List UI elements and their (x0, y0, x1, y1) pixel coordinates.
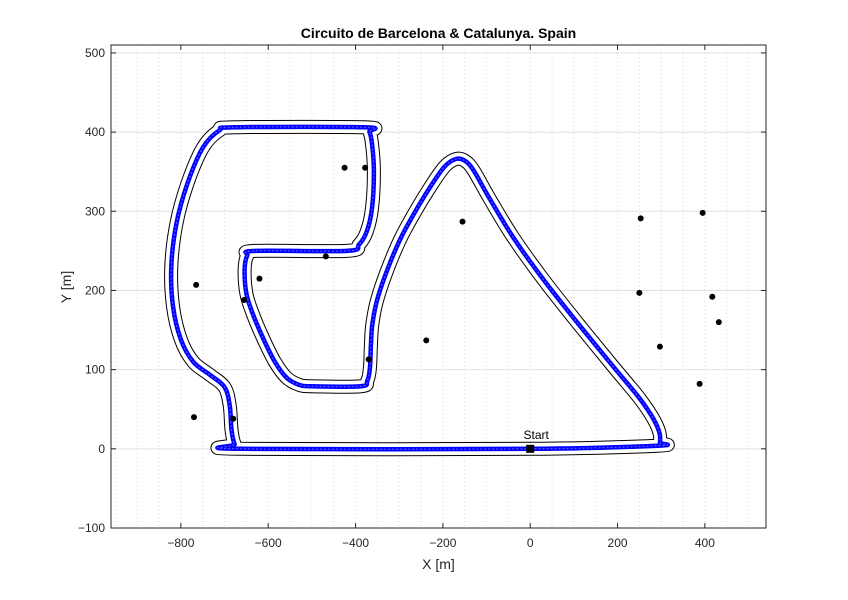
axes-box (110, 44, 767, 529)
data-point (637, 215, 644, 222)
scatter-points (190, 164, 722, 452)
data-point (459, 218, 466, 225)
data-point (709, 293, 716, 300)
data-point (699, 209, 706, 216)
data-point (423, 337, 430, 344)
data-point (230, 415, 237, 422)
y-tick-label: 400 (85, 125, 105, 139)
x-tick-label: −200 (429, 536, 456, 550)
y-tick-label: 100 (85, 363, 105, 377)
y-tick-label: 500 (85, 46, 105, 60)
x-axis-label: X [m] (422, 556, 455, 572)
chart-title: Circuito de Barcelona & Catalunya. Spain (301, 25, 576, 41)
data-point (190, 414, 197, 421)
track (164, 119, 675, 457)
y-tick-label: 300 (85, 204, 105, 218)
x-tick-label: 400 (695, 536, 715, 550)
y-tick-label: 200 (85, 283, 105, 297)
data-point (636, 289, 643, 296)
x-tick-label: −800 (167, 536, 194, 550)
track-centerline-texture (170, 126, 669, 450)
data-point (193, 281, 200, 288)
data-point (362, 164, 369, 171)
data-point (256, 275, 263, 282)
x-tick-label: 200 (608, 536, 628, 550)
data-point (322, 253, 329, 260)
data-point (696, 380, 703, 387)
ticks: −800 −600 −400 −200 0 200 400 −100 0 100 200 300 400… (78, 45, 766, 550)
x-tick-label: −600 (255, 536, 282, 550)
start-label: Start (524, 428, 550, 442)
x-tick-label: 0 (527, 536, 534, 550)
start-marker (526, 444, 535, 453)
y-axis-label: Y [m] (58, 271, 74, 303)
y-tick-label: 0 (98, 442, 105, 456)
data-point (365, 356, 372, 363)
y-tick-label: −100 (78, 521, 105, 535)
data-point (656, 343, 663, 350)
annotations: Start (524, 428, 550, 453)
data-point (715, 319, 722, 326)
data-point (341, 164, 348, 171)
x-tick-label: −400 (342, 536, 369, 550)
data-point (241, 296, 248, 303)
